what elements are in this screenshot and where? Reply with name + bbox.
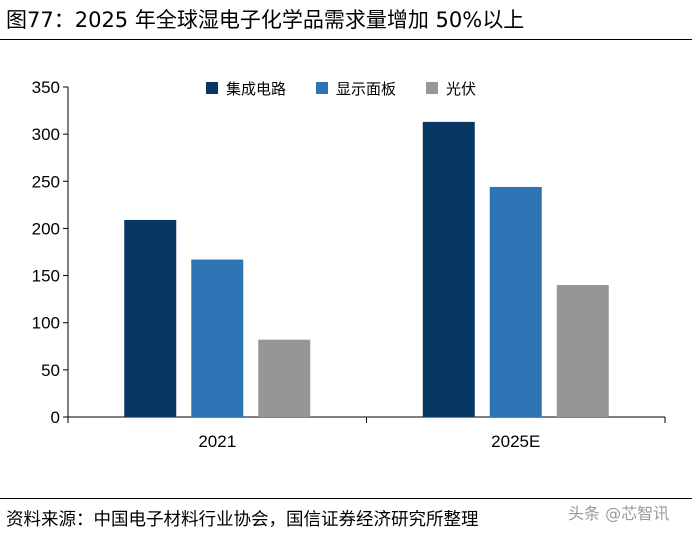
y-tick-label: 250: [32, 172, 60, 191]
legend-label: 集成电路: [226, 80, 286, 98]
legend-label: 光伏: [446, 80, 476, 98]
bar: [124, 219, 177, 417]
y-tick-label: 0: [51, 408, 60, 427]
legend-label: 显示面板: [336, 80, 396, 98]
y-axis: 0 50 100 150 200 250 300 350: [32, 78, 69, 427]
x-tick-label: 2021: [198, 432, 236, 451]
bar: [191, 259, 244, 417]
y-tick-label: 350: [32, 78, 60, 97]
y-tick-label: 200: [32, 219, 60, 238]
legend-swatch: [206, 82, 218, 94]
x-axis: 2021 2025E: [67, 416, 666, 451]
bar: [556, 285, 609, 417]
y-tick-label: 300: [32, 125, 60, 144]
source-divider: [0, 498, 692, 499]
bar: [489, 186, 542, 417]
y-tick-label: 50: [41, 361, 60, 380]
x-tick-label: 2025E: [491, 432, 540, 451]
y-tick-label: 150: [32, 267, 60, 286]
title-divider: [0, 39, 692, 40]
figure-title: 图77：2025 年全球湿电子化学品需求量增加 50%以上: [6, 8, 525, 32]
source-note: 资料来源：中国电子材料行业协会，国信证券经济研究所整理: [6, 510, 479, 530]
legend: 集成电路 显示面板 光伏: [206, 80, 476, 98]
bars: [124, 121, 609, 417]
legend-swatch: [426, 82, 438, 94]
bar: [422, 121, 475, 417]
legend-swatch: [316, 82, 328, 94]
watermark: 头条 @芯智讯: [568, 504, 670, 523]
y-tick-label: 100: [32, 314, 60, 333]
bar: [258, 339, 311, 417]
